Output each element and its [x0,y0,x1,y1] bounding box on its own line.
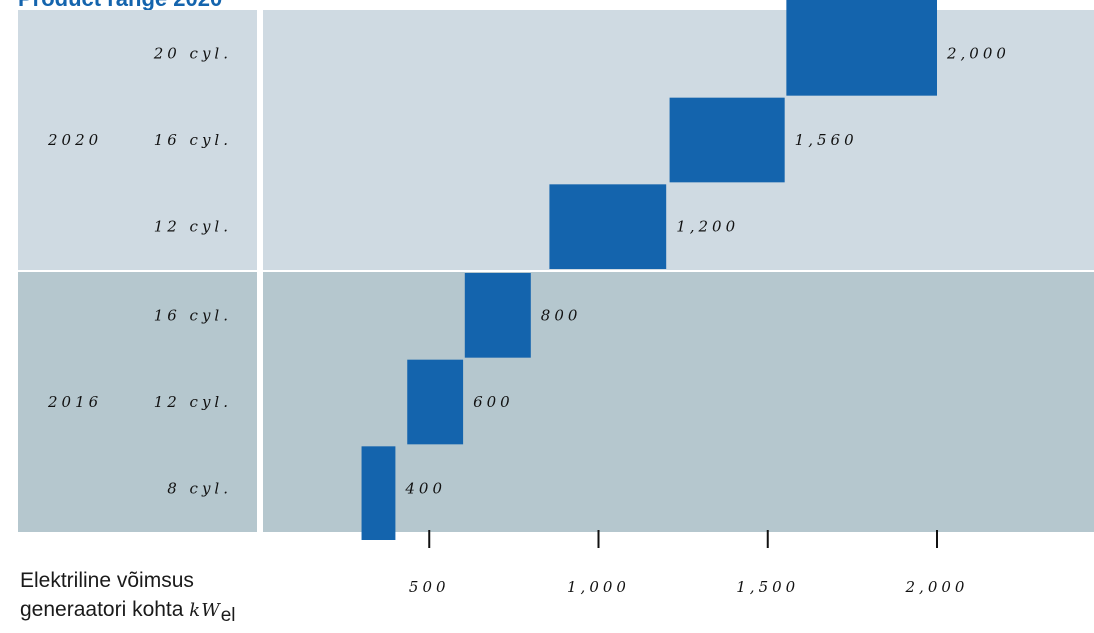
value-label: 1,200 [676,218,739,236]
range-chart: 2020 20 cyl. 2,000 16 cyl. 1,560 12 cyl. 1,200… [18,0,1094,548]
x-axis-unit-subscript: el [220,605,236,627]
group-label-panel [18,10,257,270]
x-axis-title-line2: generaatori kohta kWel [20,595,320,630]
bar [786,0,937,96]
category-label: 12 cyl. [154,218,232,236]
group-label: 2020 [47,131,102,149]
bar [361,446,396,540]
value-label: 1,560 [795,131,858,149]
bar [669,97,785,183]
category-label: 8 cyl. [167,480,232,498]
chart-title: Product range 2020 [18,0,222,10]
group-label: 2016 [47,393,102,411]
x-axis-unit: kW [189,600,221,621]
value-label: 600 [473,393,514,411]
group-plot-panel [263,272,1094,532]
x-axis-title: Elektriline võimsus generaatori kohta kW… [20,566,320,630]
category-label: 16 cyl. [154,131,232,149]
x-axis-title-line1: Elektriline võimsus [20,569,194,592]
category-label: 16 cyl. [154,306,232,324]
value-label: 800 [541,306,582,324]
bar [464,273,531,358]
group-label-panel [18,272,257,532]
category-label: 12 cyl. [154,393,232,411]
value-label: 2,000 [946,44,1010,62]
x-axis-title-text: generaatori kohta [20,598,184,621]
bar [407,359,464,445]
bar [549,184,667,269]
value-label: 400 [404,480,446,498]
category-label: 20 cyl. [153,44,232,62]
